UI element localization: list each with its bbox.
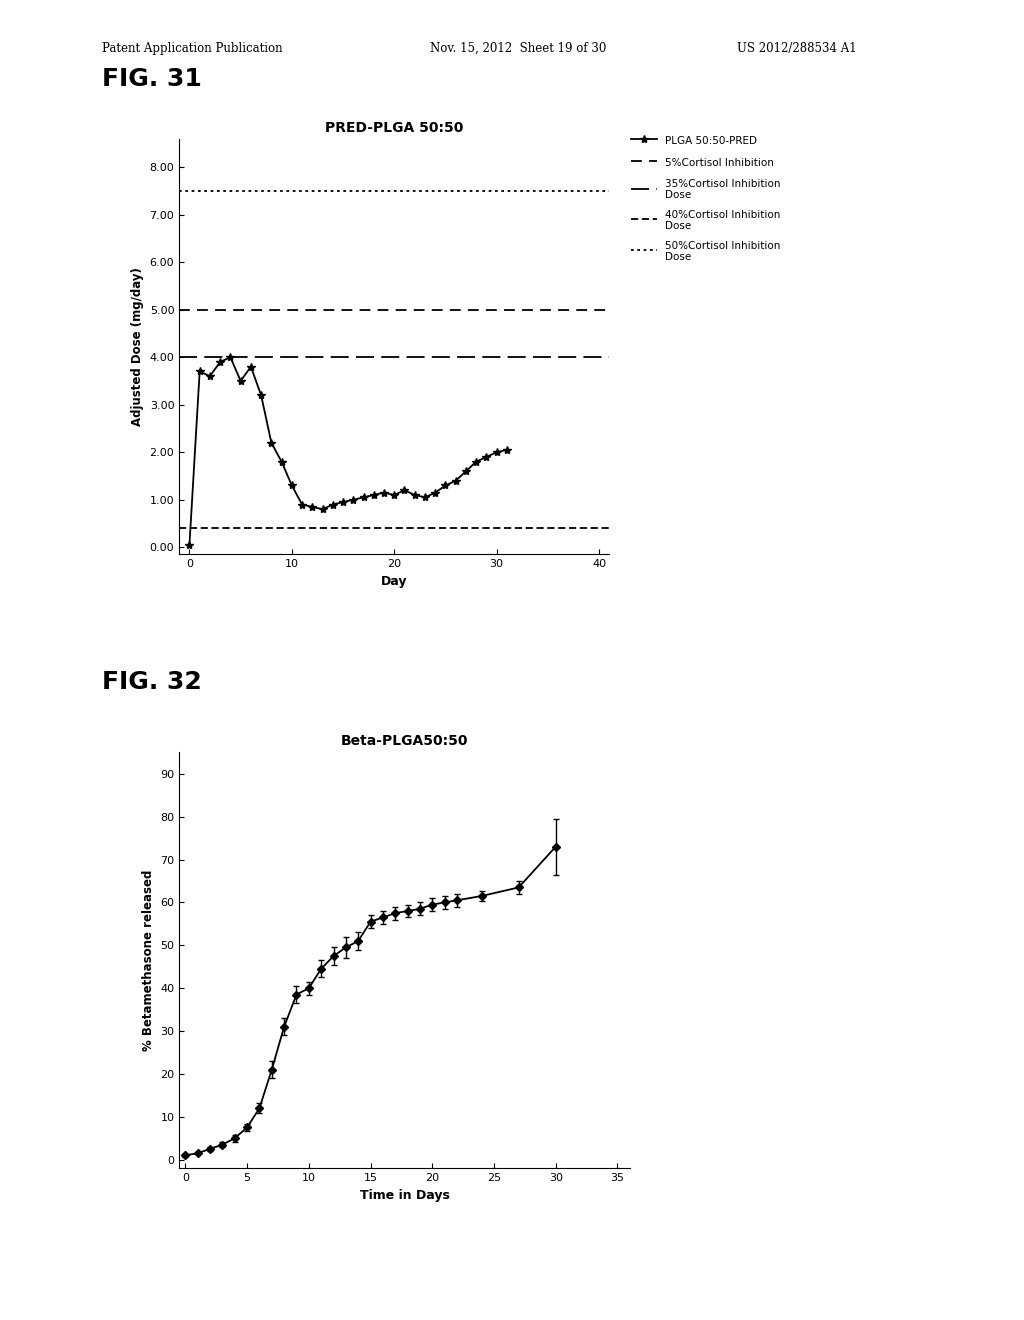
Legend: PLGA 50:50-PRED, 5%Cortisol Inhibition, 35%Cortisol Inhibition
Dose, 40%Cortisol: PLGA 50:50-PRED, 5%Cortisol Inhibition, … [627, 131, 784, 267]
X-axis label: Day: Day [381, 574, 408, 587]
Title: Beta-PLGA50:50: Beta-PLGA50:50 [341, 734, 468, 748]
Y-axis label: % Betamethasone released: % Betamethasone released [141, 870, 155, 1051]
Title: PRED-PLGA 50:50: PRED-PLGA 50:50 [325, 120, 464, 135]
Text: Nov. 15, 2012  Sheet 19 of 30: Nov. 15, 2012 Sheet 19 of 30 [430, 42, 606, 55]
X-axis label: Time in Days: Time in Days [359, 1188, 450, 1201]
Y-axis label: Adjusted Dose (mg/day): Adjusted Dose (mg/day) [131, 267, 144, 426]
Text: FIG. 32: FIG. 32 [102, 671, 202, 694]
Text: US 2012/288534 A1: US 2012/288534 A1 [737, 42, 857, 55]
Text: Patent Application Publication: Patent Application Publication [102, 42, 283, 55]
Text: FIG. 31: FIG. 31 [102, 67, 203, 91]
